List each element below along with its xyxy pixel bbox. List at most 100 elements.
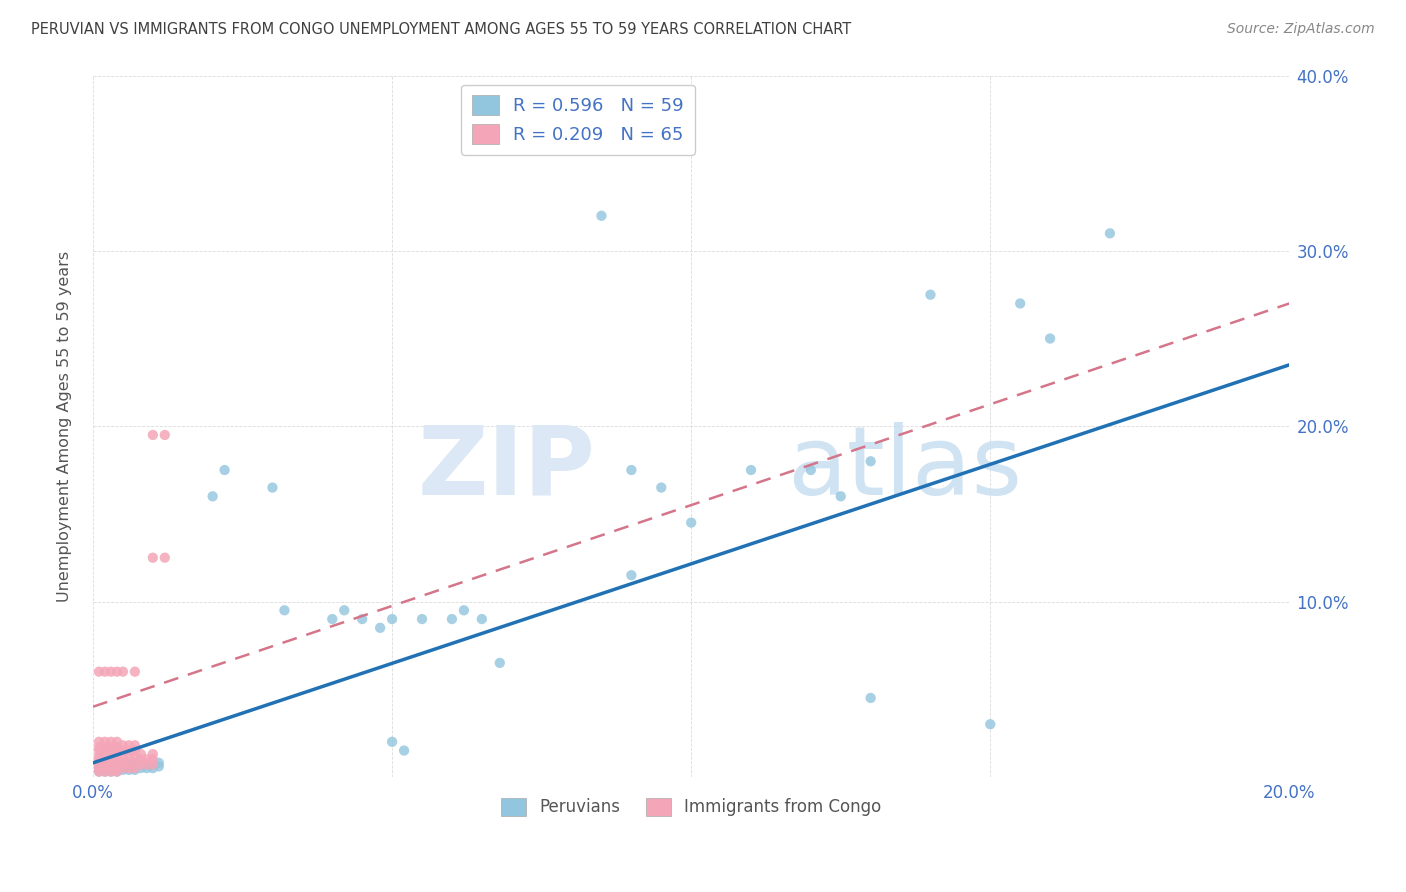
- Point: [87, 748, 110, 763]
- Point: [94, 735, 117, 749]
- Point: [94, 740, 117, 755]
- Point: [859, 690, 882, 705]
- Point: [111, 763, 134, 777]
- Point: [111, 756, 134, 770]
- Point: [129, 752, 152, 766]
- Point: [129, 757, 152, 772]
- Point: [100, 757, 122, 772]
- Point: [148, 756, 170, 770]
- Point: [94, 761, 117, 775]
- Point: [591, 209, 613, 223]
- Point: [100, 764, 122, 779]
- Point: [368, 621, 391, 635]
- Point: [94, 764, 117, 779]
- Point: [1010, 296, 1032, 310]
- Text: atlas: atlas: [787, 422, 1022, 515]
- Point: [87, 752, 110, 766]
- Point: [411, 612, 433, 626]
- Point: [94, 752, 117, 766]
- Point: [87, 764, 110, 779]
- Point: [105, 740, 128, 755]
- Point: [124, 665, 146, 679]
- Point: [124, 743, 146, 757]
- Point: [100, 761, 122, 775]
- Point: [100, 752, 122, 766]
- Point: [129, 757, 152, 772]
- Point: [111, 743, 134, 757]
- Point: [859, 454, 882, 468]
- Point: [111, 739, 134, 753]
- Point: [118, 756, 141, 770]
- Point: [214, 463, 236, 477]
- Point: [100, 757, 122, 772]
- Point: [142, 757, 165, 772]
- Point: [262, 481, 284, 495]
- Point: [201, 489, 224, 503]
- Text: Source: ZipAtlas.com: Source: ZipAtlas.com: [1227, 22, 1375, 37]
- Point: [148, 759, 170, 773]
- Legend: Peruvians, Immigrants from Congo: Peruvians, Immigrants from Congo: [494, 789, 890, 824]
- Point: [392, 743, 415, 757]
- Point: [111, 756, 134, 770]
- Point: [440, 612, 463, 626]
- Point: [105, 757, 128, 772]
- Point: [135, 757, 157, 772]
- Point: [87, 743, 110, 757]
- Point: [94, 757, 117, 772]
- Point: [105, 757, 128, 772]
- Point: [118, 756, 141, 770]
- Point: [87, 757, 110, 772]
- Point: [118, 739, 141, 753]
- Point: [129, 761, 152, 775]
- Point: [118, 763, 141, 777]
- Point: [100, 735, 122, 749]
- Point: [124, 763, 146, 777]
- Point: [111, 759, 134, 773]
- Point: [124, 761, 146, 775]
- Point: [142, 752, 165, 766]
- Point: [142, 747, 165, 761]
- Point: [142, 428, 165, 442]
- Point: [681, 516, 703, 530]
- Point: [87, 735, 110, 749]
- Point: [105, 665, 128, 679]
- Point: [105, 748, 128, 763]
- Text: PERUVIAN VS IMMIGRANTS FROM CONGO UNEMPLOYMENT AMONG AGES 55 TO 59 YEARS CORRELA: PERUVIAN VS IMMIGRANTS FROM CONGO UNEMPL…: [31, 22, 851, 37]
- Point: [94, 761, 117, 775]
- Point: [352, 612, 374, 626]
- Point: [100, 748, 122, 763]
- Point: [381, 735, 404, 749]
- Point: [830, 489, 852, 503]
- Text: ZIP: ZIP: [418, 422, 596, 515]
- Point: [87, 665, 110, 679]
- Point: [142, 550, 165, 565]
- Point: [321, 612, 343, 626]
- Point: [94, 748, 117, 763]
- Point: [453, 603, 475, 617]
- Point: [740, 463, 762, 477]
- Point: [105, 761, 128, 775]
- Point: [87, 740, 110, 755]
- Point: [135, 757, 157, 772]
- Point: [111, 761, 134, 775]
- Point: [471, 612, 494, 626]
- Point: [118, 761, 141, 775]
- Point: [111, 665, 134, 679]
- Point: [105, 764, 128, 779]
- Point: [118, 759, 141, 773]
- Point: [381, 612, 404, 626]
- Point: [129, 747, 152, 761]
- Point: [105, 764, 128, 779]
- Point: [153, 428, 176, 442]
- Point: [100, 743, 122, 757]
- Point: [488, 656, 510, 670]
- Point: [111, 748, 134, 763]
- Point: [105, 743, 128, 757]
- Point: [620, 463, 643, 477]
- Point: [118, 748, 141, 763]
- Point: [94, 764, 117, 779]
- Point: [142, 761, 165, 775]
- Point: [273, 603, 295, 617]
- Point: [100, 761, 122, 775]
- Point: [94, 752, 117, 766]
